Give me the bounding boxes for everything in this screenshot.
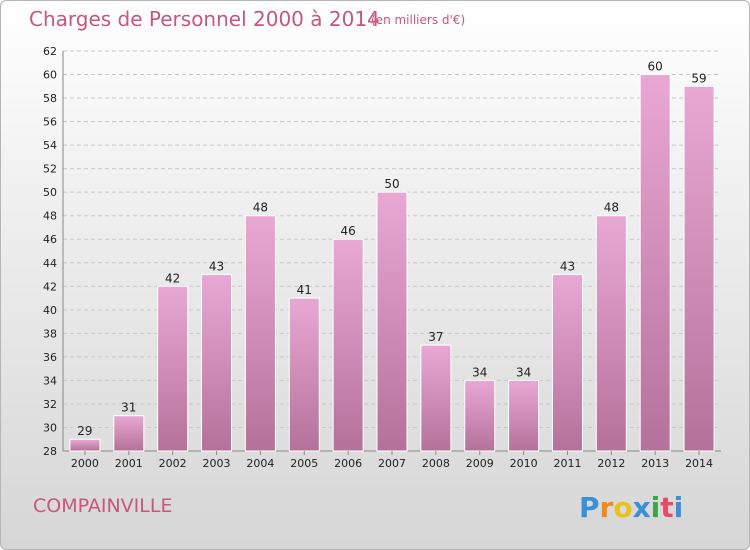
y-tick-label: 58 xyxy=(43,92,57,105)
x-tick-label-2006: 2006 xyxy=(334,457,362,470)
bar-2011 xyxy=(551,274,583,452)
x-tick-label-2013: 2013 xyxy=(641,457,669,470)
bar-2009 xyxy=(464,379,496,452)
y-tick-label: 46 xyxy=(43,233,57,246)
value-label-2004: 48 xyxy=(253,201,268,215)
y-tick-label: 42 xyxy=(43,280,57,293)
y-tick-label: 52 xyxy=(43,163,57,176)
y-tick-label: 44 xyxy=(43,257,57,270)
y-tick-label: 62 xyxy=(43,45,57,58)
value-label-2011: 43 xyxy=(560,260,575,274)
value-label-2010: 34 xyxy=(516,365,531,379)
y-tick-label: 32 xyxy=(43,398,57,411)
bar-2008 xyxy=(420,344,452,452)
chart-title: Charges de Personnel 2000 à 2014 xyxy=(29,7,380,31)
value-label-2003: 43 xyxy=(209,260,224,274)
bar-2014 xyxy=(683,85,715,452)
x-tick-label-2008: 2008 xyxy=(422,457,450,470)
y-tick-label: 48 xyxy=(43,210,57,223)
bar-2007 xyxy=(376,191,408,452)
y-tick-label: 34 xyxy=(43,374,57,387)
bar-2012 xyxy=(595,215,627,452)
y-tick-label: 36 xyxy=(43,351,57,364)
x-tick-label-2011: 2011 xyxy=(553,457,581,470)
proxiti-logo: Proxiti xyxy=(579,491,683,524)
value-label-2014: 59 xyxy=(691,71,706,85)
value-label-2013: 60 xyxy=(648,60,663,74)
x-tick-label-2002: 2002 xyxy=(159,457,187,470)
value-label-2000: 29 xyxy=(77,424,92,438)
value-label-2008: 37 xyxy=(428,330,443,344)
x-tick-label-2004: 2004 xyxy=(246,457,274,470)
x-tick-label-2012: 2012 xyxy=(597,457,625,470)
bar-2004 xyxy=(244,215,276,452)
y-tick-label: 38 xyxy=(43,327,57,340)
value-label-2012: 48 xyxy=(604,201,619,215)
bar-2005 xyxy=(288,297,320,452)
x-tick-label-2005: 2005 xyxy=(290,457,318,470)
value-label-2007: 50 xyxy=(384,177,399,191)
x-tick-label-2009: 2009 xyxy=(466,457,494,470)
value-label-2001: 31 xyxy=(121,401,136,415)
value-label-2002: 42 xyxy=(165,271,180,285)
value-label-2005: 41 xyxy=(297,283,312,297)
y-tick-label: 40 xyxy=(43,304,57,317)
x-tick-label-2007: 2007 xyxy=(378,457,406,470)
value-label-2009: 34 xyxy=(472,365,487,379)
bar-2006 xyxy=(332,238,364,452)
bar-2001 xyxy=(113,415,145,452)
x-tick-label-2001: 2001 xyxy=(115,457,143,470)
y-tick-label: 30 xyxy=(43,421,57,434)
x-tick-label-2014: 2014 xyxy=(685,457,713,470)
y-tick-label: 60 xyxy=(43,69,57,82)
bar-2000 xyxy=(69,438,101,452)
chart-unit: (en milliers d'€) xyxy=(371,13,466,27)
x-tick-label-2000: 2000 xyxy=(71,457,99,470)
y-tick-label: 54 xyxy=(43,139,57,152)
value-label-2006: 46 xyxy=(340,224,355,238)
y-tick-label: 50 xyxy=(43,186,57,199)
bar-2010 xyxy=(508,379,540,452)
bar-2013 xyxy=(639,74,671,452)
y-tick-label: 56 xyxy=(43,116,57,129)
x-tick-label-2010: 2010 xyxy=(510,457,538,470)
bar-2003 xyxy=(201,274,233,452)
commune-name: COMPAINVILLE xyxy=(33,495,173,517)
bar-2002 xyxy=(157,285,189,452)
svg-text:Proxiti: Proxiti xyxy=(579,491,683,524)
y-tick-label: 28 xyxy=(43,445,57,458)
x-tick-label-2003: 2003 xyxy=(203,457,231,470)
